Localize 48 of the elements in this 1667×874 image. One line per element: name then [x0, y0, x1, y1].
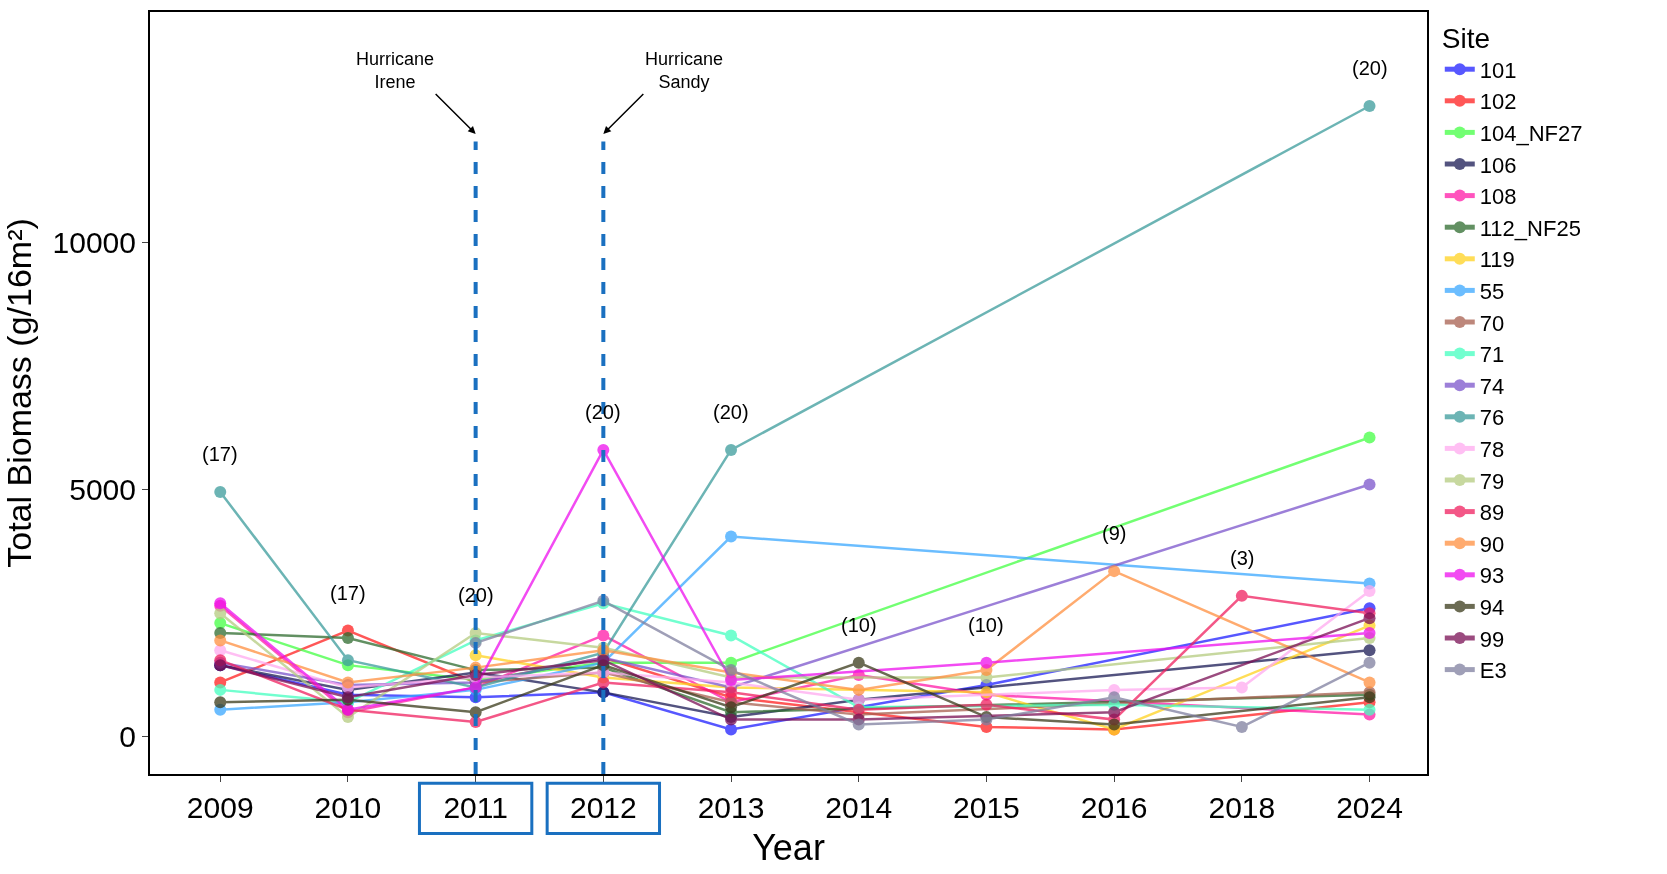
legend-label: 104_NF27: [1479, 120, 1583, 146]
legend-label: 55: [1479, 278, 1505, 304]
x-tick-label: 2014: [825, 791, 893, 824]
y-axis-title: Total Biomass (g/16m²): [0, 218, 38, 568]
legend-label: 112_NF25: [1479, 215, 1581, 241]
annotation: (10): [841, 614, 877, 636]
x-tick-label: 2024: [1336, 791, 1403, 824]
annotation: (17): [202, 443, 238, 465]
annotation: (9): [1102, 522, 1127, 544]
x-tick-label: 2009: [186, 791, 254, 824]
legend-label: 94: [1479, 594, 1505, 620]
y-tick-label: 5000: [69, 472, 136, 506]
y-tick-label: 0: [119, 720, 136, 754]
x-tick-label: 2016: [1080, 791, 1148, 824]
x-tick-label: 2013: [697, 791, 765, 824]
legend-label: 93: [1479, 563, 1505, 589]
legend-label: 79: [1479, 468, 1505, 494]
x-tick-label: 2011: [443, 791, 508, 824]
x-axis-title: Year: [752, 827, 825, 869]
x-tick-label: 2012: [569, 791, 637, 824]
legend-label: 71: [1479, 342, 1505, 368]
legend-label: 108: [1479, 184, 1517, 210]
annotation: (10): [968, 614, 1004, 636]
legend-label: 102: [1479, 89, 1517, 115]
x-tick-label: 2018: [1208, 791, 1276, 824]
ref-line-label: Hurricane Sandy: [645, 49, 724, 93]
x-tick-label: 2015: [953, 791, 1020, 824]
legend-label: 99: [1479, 626, 1505, 652]
legend-title: Site: [1441, 23, 1491, 55]
legend-label: 90: [1479, 531, 1505, 557]
legend-label: 74: [1479, 373, 1505, 399]
annotation: (20): [1352, 57, 1388, 79]
annotation: (20): [713, 401, 749, 423]
legend-label: 106: [1479, 152, 1517, 178]
legend-label: 101: [1479, 57, 1517, 83]
legend-label: 76: [1479, 405, 1505, 431]
y-tick-label: 10000: [52, 225, 136, 259]
legend-label: 78: [1479, 436, 1505, 462]
annotation: (20): [458, 584, 494, 606]
legend-label: 89: [1479, 500, 1505, 526]
annotation: (3): [1230, 547, 1255, 569]
x-tick-label: 2010: [314, 791, 382, 824]
legend-label: 119: [1479, 247, 1515, 273]
ref-line-label: Hurricane Irene: [356, 49, 435, 93]
annotation: (17): [330, 582, 366, 604]
annotation: (20): [585, 401, 621, 423]
legend-label: 70: [1479, 310, 1505, 336]
legend-label: E3: [1479, 658, 1507, 684]
